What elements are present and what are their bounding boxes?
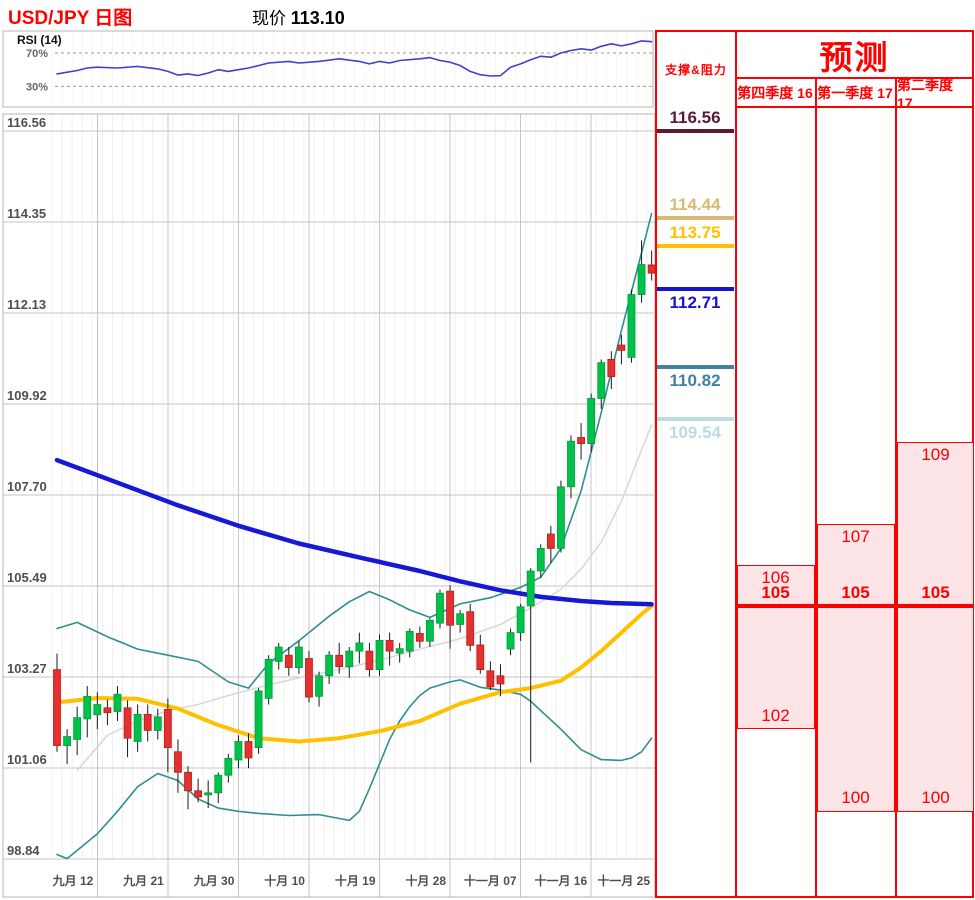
candle	[426, 619, 434, 642]
candle	[73, 717, 82, 740]
candle	[516, 606, 525, 634]
candle	[274, 646, 283, 662]
candle	[647, 264, 656, 274]
y-axis-labels: 116.56 114.35 112.13 109.92 107.70 105.49 103.…	[7, 115, 47, 858]
title-bar: USD/JPY 日图 现价 113.10	[0, 0, 650, 29]
spot-price: 现价 113.10	[252, 4, 345, 29]
svg-text:九月 12: 九月 12	[52, 873, 94, 888]
candle	[174, 751, 182, 773]
svg-text:105.49: 105.49	[7, 570, 47, 585]
svg-text:九月 30: 九月 30	[193, 873, 235, 888]
candle	[315, 675, 323, 697]
svg-text:107.70: 107.70	[7, 479, 47, 494]
candle	[224, 757, 233, 776]
bollinger-bands	[56, 212, 653, 860]
candle	[466, 611, 475, 646]
svg-text:116.56: 116.56	[7, 115, 46, 130]
candle	[607, 359, 616, 378]
svg-text:103.27: 103.27	[7, 661, 47, 676]
svg-text:30%: 30%	[26, 81, 48, 93]
svg-text:十一月 07: 十一月 07	[464, 873, 517, 888]
rsi-panel: 70% 30% RSI (14)	[2, 30, 654, 108]
candle	[587, 398, 596, 445]
x-axis-labels: 九月 12 九月 21 九月 30 十月 10 十月 19 十月 28 十一月 07 十一月 …	[52, 873, 651, 888]
candle	[597, 362, 606, 399]
spot-label: 现价	[252, 9, 286, 28]
candle	[405, 630, 414, 652]
candle	[617, 344, 626, 351]
candle	[476, 644, 485, 671]
candle	[133, 713, 142, 742]
candle	[63, 736, 71, 747]
candle	[446, 590, 454, 626]
candle	[486, 670, 495, 688]
candle	[496, 675, 505, 685]
candle	[204, 792, 213, 796]
candle	[325, 654, 334, 677]
svg-text:114.35: 114.35	[7, 206, 46, 221]
svg-text:109.92: 109.92	[7, 388, 47, 403]
svg-text:十一月 25: 十一月 25	[597, 873, 650, 888]
candle	[214, 774, 223, 794]
candle	[234, 741, 243, 761]
blue-moving-average	[54, 457, 654, 607]
svg-text:112.13: 112.13	[7, 297, 46, 312]
candle	[335, 654, 344, 668]
candle	[113, 693, 122, 712]
candle	[395, 648, 404, 654]
candle	[627, 294, 636, 358]
candle	[415, 633, 424, 642]
candle	[153, 716, 162, 731]
svg-text:十一月 16: 十一月 16	[534, 873, 587, 888]
candle	[456, 613, 465, 625]
candle	[244, 741, 253, 759]
candle	[557, 486, 565, 549]
yellow-moving-average	[55, 603, 654, 744]
candle	[546, 533, 555, 549]
svg-text:十月 28: 十月 28	[405, 873, 446, 888]
candle	[103, 707, 112, 714]
candle	[53, 669, 61, 747]
candle	[355, 642, 364, 652]
candle	[365, 650, 374, 671]
candle	[345, 650, 354, 668]
candle	[294, 646, 303, 668]
candle	[123, 707, 132, 739]
candle	[254, 690, 263, 749]
svg-text:十月 10: 十月 10	[264, 873, 305, 888]
candle	[506, 632, 515, 650]
svg-text:70%: 70%	[26, 48, 48, 60]
candle	[577, 437, 585, 445]
candle	[637, 264, 646, 295]
svg-text:九月 21: 九月 21	[122, 873, 164, 888]
candle	[184, 771, 192, 792]
candle	[536, 548, 545, 572]
svg-text:十月 19: 十月 19	[335, 873, 376, 888]
candle	[305, 658, 313, 698]
candle	[264, 658, 273, 699]
rsi-line	[56, 40, 653, 77]
candle	[83, 695, 92, 720]
svg-text:98.84: 98.84	[7, 843, 40, 858]
candle	[375, 640, 384, 671]
candle	[436, 592, 444, 624]
candle	[567, 440, 575, 488]
candles	[53, 240, 656, 810]
candle	[163, 709, 172, 749]
candle	[385, 640, 394, 652]
candle	[93, 704, 102, 716]
spot-value: 113.10	[290, 8, 345, 28]
page-title: USD/JPY 日图	[8, 8, 133, 29]
svg-text:101.06: 101.06	[7, 752, 47, 767]
candle	[143, 713, 152, 731]
candle	[194, 790, 203, 798]
candle	[526, 570, 535, 607]
svg-text:RSI (14): RSI (14)	[17, 33, 62, 47]
candle	[284, 654, 293, 668]
